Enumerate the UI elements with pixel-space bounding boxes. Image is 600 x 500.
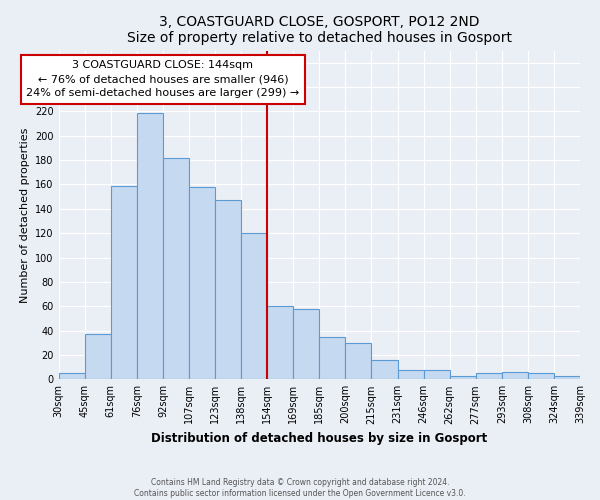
Title: 3, COASTGUARD CLOSE, GOSPORT, PO12 2ND
Size of property relative to detached hou: 3, COASTGUARD CLOSE, GOSPORT, PO12 2ND S… [127,15,512,45]
Bar [554,376,580,380]
Y-axis label: Number of detached properties: Number of detached properties [20,127,29,302]
Text: Contains HM Land Registry data © Crown copyright and database right 2024.
Contai: Contains HM Land Registry data © Crown c… [134,478,466,498]
Bar [424,370,449,380]
Bar [398,370,424,380]
Bar [293,308,319,380]
Bar [346,343,371,380]
Bar [241,233,267,380]
Bar [319,336,346,380]
Bar [371,360,398,380]
Bar [163,158,189,380]
Bar [528,373,554,380]
Bar [137,112,163,380]
Bar [215,200,241,380]
Bar [59,373,85,380]
Bar [449,376,476,380]
Bar [476,373,502,380]
Bar [111,186,137,380]
Bar [502,372,528,380]
Bar [267,306,293,380]
Bar [85,334,111,380]
Bar [189,187,215,380]
X-axis label: Distribution of detached houses by size in Gosport: Distribution of detached houses by size … [151,432,487,445]
Text: 3 COASTGUARD CLOSE: 144sqm
← 76% of detached houses are smaller (946)
24% of sem: 3 COASTGUARD CLOSE: 144sqm ← 76% of deta… [26,60,299,98]
